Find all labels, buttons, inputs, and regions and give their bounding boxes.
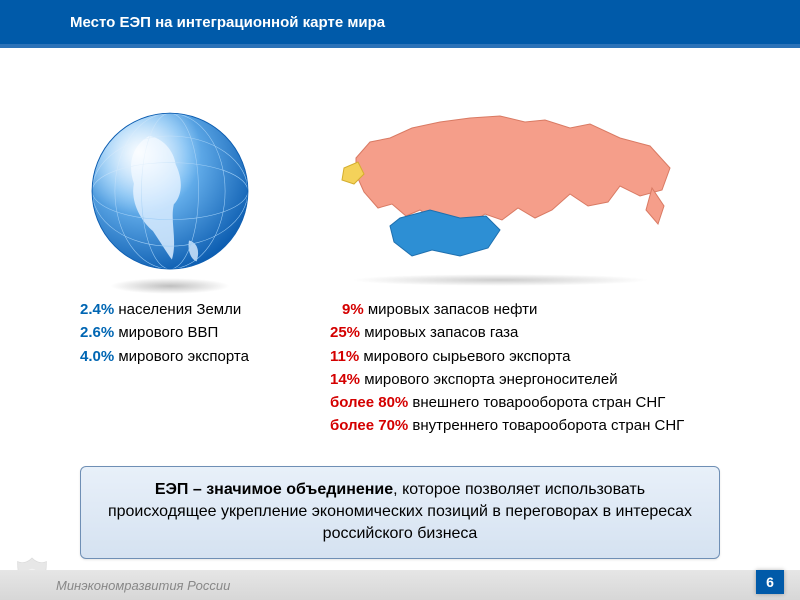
callout-lead: ЕЭП – значимое объединение [155,481,393,498]
stat-population: 2.4% населения Земли [80,298,300,321]
map-kazakhstan [390,210,500,256]
summary-callout: ЕЭП – значимое объединение, которое позв… [80,466,720,559]
eeu-map [320,98,680,288]
right-column: 9% мировых запасов нефти 25% мировых зап… [320,98,760,438]
header-bar: Место ЕЭП на интеграционной карте мира [0,0,800,44]
stat-gdp: 2.6% мирового ВВП [80,321,300,344]
slide-title: Место ЕЭП на интеграционной карте мира [70,14,385,31]
left-column: 2.4% населения Земли 2.6% мирового ВВП 4… [40,98,300,438]
stat-raw-export: 11% мирового сырьевого экспорта [330,345,760,368]
stat-external-trade: более 80% внешнего товарооборота стран С… [330,391,760,414]
footer-org: Минэкономразвития России [56,578,230,593]
map-russia [356,116,670,224]
stat-gas: 25% мировых запасов газа [330,321,760,344]
footer-bar: Минэкономразвития России [0,570,800,600]
page-number: 6 [756,570,784,594]
stat-internal-trade: более 70% внутреннего товарооборота стра… [330,414,760,437]
globe-image [75,98,265,288]
right-stats: 9% мировых запасов нефти 25% мировых зап… [320,298,760,438]
content-area: 2.4% населения Земли 2.6% мирового ВВП 4… [0,48,800,559]
stat-energy-export: 14% мирового экспорта энергоносителей [330,368,760,391]
stat-oil: 9% мировых запасов нефти [330,298,760,321]
left-stats: 2.4% населения Земли 2.6% мирового ВВП 4… [40,298,300,368]
stat-export: 4.0% мирового экспорта [80,345,300,368]
